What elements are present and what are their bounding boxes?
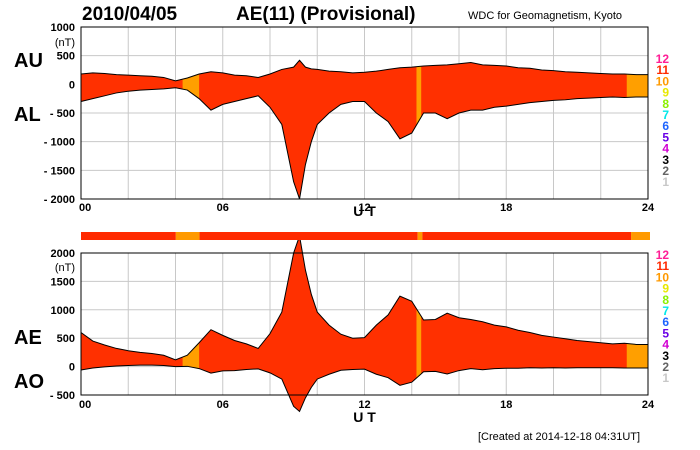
legend-item-7: 7 [662, 304, 669, 318]
y-tick-label: 1000 [51, 22, 75, 34]
x-tick-label: 24 [642, 202, 655, 214]
station-bar-segment [417, 232, 423, 240]
y-tick-label: 0 [69, 79, 75, 91]
legend-item-7: 7 [662, 108, 669, 122]
y-unit-label: (nT) [55, 37, 75, 49]
y-tick-label: - 500 [50, 390, 75, 402]
x-tick-label: 12 [358, 399, 370, 411]
legend-item-9: 9 [662, 86, 669, 100]
panel-au-al: 1000 500 0 - 500 - 1000 - 1500 - 2000 (nT) 00 06 1… [44, 22, 655, 219]
series-line-ae [80, 235, 648, 361]
y-tick-label: - 1500 [44, 165, 75, 177]
y-tick-label: 1000 [51, 305, 75, 317]
chart-title: AE(11) (Provisional) [236, 4, 416, 25]
x-tick-label: 12 [358, 202, 370, 214]
legend-item-5: 5 [662, 130, 669, 144]
alt-coverage-band [182, 253, 200, 395]
x-tick-label: 18 [500, 399, 512, 411]
al-label: AL [14, 104, 41, 126]
legend-item-6: 6 [662, 119, 669, 133]
alt-coverage-band [416, 60, 422, 199]
alt-coverage-band [626, 253, 648, 395]
station-bar-segment [422, 232, 632, 240]
station-bar-segment [631, 232, 650, 240]
x-tick-label: 00 [79, 202, 91, 214]
y-tick-label: 500 [57, 51, 75, 63]
legend-item-11: 11 [656, 63, 669, 77]
series-line-al [80, 87, 648, 200]
plot-frame [80, 26, 649, 200]
date-label: 2010/04/05 [82, 4, 178, 25]
legend-item-1: 1 [662, 371, 669, 385]
legend-item-3: 3 [662, 349, 669, 363]
legend-item-5: 5 [662, 326, 669, 340]
legend-item-12: 12 [656, 248, 670, 262]
legend-item-10: 10 [656, 74, 670, 88]
station-bar-segment [81, 232, 176, 240]
series-line-ao [80, 364, 648, 413]
envelope-fill [81, 60, 648, 200]
legend-item-9: 9 [662, 282, 669, 296]
y-tick-label: 2000 [51, 248, 75, 260]
x-axis-title: U T [353, 409, 376, 425]
legend-item-4: 4 [662, 338, 669, 352]
y-tick-label: - 500 [50, 108, 75, 120]
x-tick-label: 24 [642, 399, 655, 411]
legend-item-8: 8 [662, 293, 669, 307]
legend-item-12: 12 [656, 52, 670, 66]
legend-item-6: 6 [662, 315, 669, 329]
y-tick-label: 500 [57, 333, 75, 345]
created-timestamp: [Created at 2014-12-18 04:31UT] [478, 431, 641, 443]
y-tick-label: 1500 [51, 276, 75, 288]
y-tick-label: 0 [69, 362, 75, 374]
envelope-fill [81, 235, 648, 412]
y-tick-label: - 2000 [44, 194, 75, 206]
y-tick-label: - 1000 [44, 137, 75, 149]
station-bar-segment [175, 232, 200, 240]
legend-item-4: 4 [662, 142, 669, 156]
legend-item-3: 3 [662, 153, 669, 167]
alt-coverage-band [416, 253, 422, 395]
x-tick-label: 18 [500, 202, 512, 214]
legend-item-11: 11 [656, 259, 669, 273]
legend-item-2: 2 [662, 164, 669, 178]
x-tick-label: 00 [79, 399, 91, 411]
ao-label: AO [14, 371, 44, 393]
x-axis-title: U T [353, 203, 376, 219]
plot-frame [80, 252, 649, 396]
x-tick-label: 06 [217, 399, 229, 411]
panel-ae-ao: 2000 1500 1000 500 0 - 500 (nT) 00 06 12 18 24 U T [50, 235, 655, 425]
x-tick-label: 06 [217, 202, 229, 214]
legend-item-2: 2 [662, 360, 669, 374]
series-line-au [80, 59, 648, 82]
legend-item-8: 8 [662, 97, 669, 111]
source-label: WDC for Geomagnetism, Kyoto [468, 10, 623, 22]
legend-item-1: 1 [662, 175, 669, 189]
au-label: AU [14, 50, 43, 72]
legend-item-10: 10 [656, 270, 670, 284]
station-bar-segment [199, 232, 418, 240]
y-unit-label: (nT) [55, 262, 75, 274]
ae-label: AE [14, 327, 42, 349]
station-count-bar [81, 232, 650, 240]
